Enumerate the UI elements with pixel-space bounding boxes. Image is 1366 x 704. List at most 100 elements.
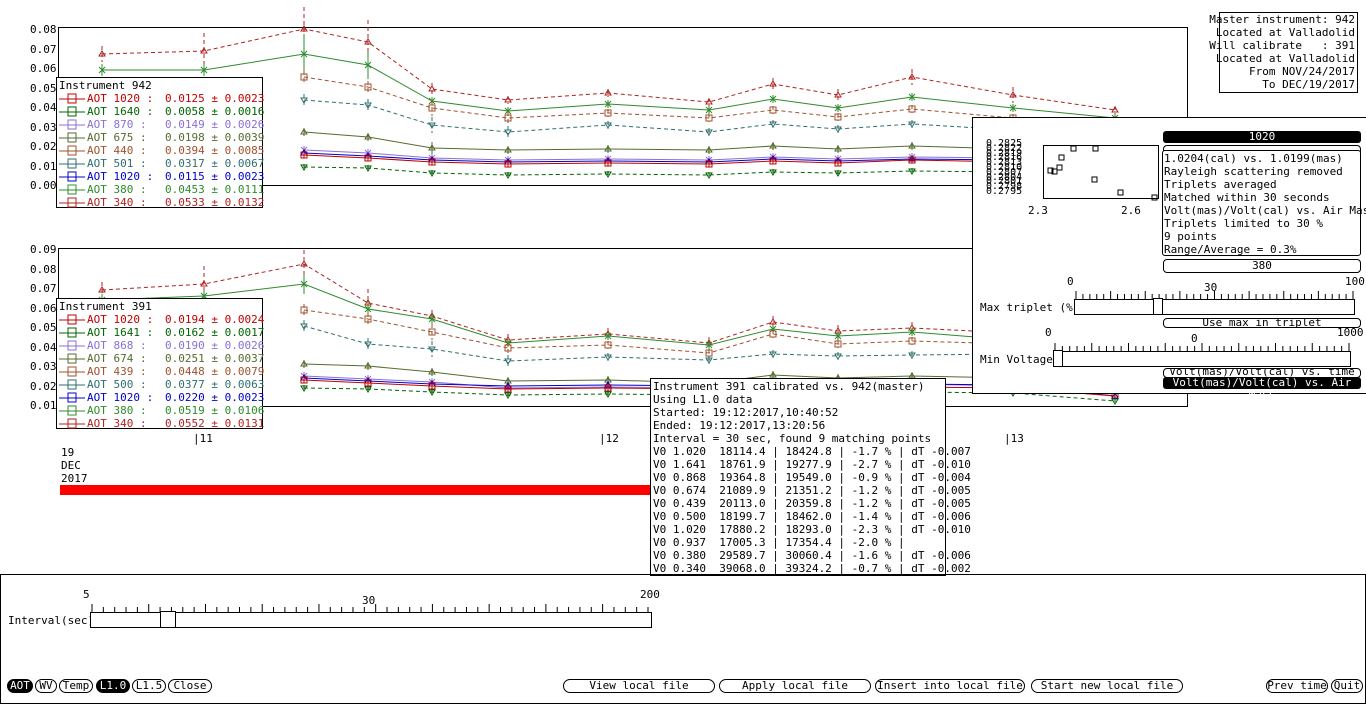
- legend-value: 0.0198 ± 0.0039: [165, 131, 265, 144]
- prev-time-button[interactable]: Prev time: [1266, 679, 1328, 693]
- scatter-points: [1047, 145, 1158, 201]
- wavelength-header[interactable]: 1020: [1163, 131, 1361, 143]
- data-point: [908, 142, 916, 149]
- master-info-line: Master instrument: 942: [1209, 13, 1355, 26]
- max-triplet-max: 100: [1345, 275, 1365, 288]
- data-point: [364, 61, 372, 69]
- scatter-point: [1117, 189, 1124, 196]
- interval-thumb[interactable]: [160, 611, 176, 628]
- summary-line: V0 0.937 17005.3 | 17354.4 | -2.0 % |: [653, 536, 905, 549]
- data-point: [364, 386, 372, 393]
- data-point: [834, 353, 842, 360]
- max-triplet-slider[interactable]: [1074, 299, 1355, 315]
- master-info-line: Will calibrate : 391: [1209, 39, 1355, 52]
- data-point: [98, 286, 106, 293]
- wavelength-380-button[interactable]: 380: [1163, 259, 1361, 273]
- scatter-point: [1056, 164, 1063, 171]
- max-triplet-thumb[interactable]: [1153, 298, 1163, 315]
- temp-button[interactable]: Temp: [59, 679, 93, 693]
- data-point: [908, 105, 916, 113]
- legend-label: AOT 1020 :: [87, 170, 154, 183]
- summary-line: Started: 19:12:2017,10:40:52: [653, 406, 839, 419]
- summary-line: V0 0.340 39068.0 | 39324.2 | -0.7 % | dT…: [653, 562, 971, 575]
- view-local-file-button[interactable]: View local file: [563, 679, 715, 693]
- data-point: [364, 165, 372, 172]
- data-point: [834, 145, 842, 152]
- l10-button[interactable]: L1.0: [96, 679, 130, 693]
- use-max-in-triplet[interactable]: Use max in triplet: [1163, 318, 1361, 328]
- y-tick-label: 0.08: [30, 262, 57, 276]
- data-point: [364, 102, 372, 109]
- max-triplet-min: 0: [1067, 275, 1074, 288]
- data-point: [705, 106, 713, 114]
- aot-button[interactable]: AOT: [7, 679, 33, 693]
- y-tick-label: 0.01: [30, 159, 57, 173]
- legend-label: AOT 440 :: [87, 144, 147, 157]
- apply-local-file-button[interactable]: Apply local file: [719, 679, 871, 693]
- y-tick-label: 0.05: [30, 81, 57, 95]
- interval-max: 200: [640, 588, 660, 601]
- legend-marker-icon: [59, 339, 85, 355]
- date-year: 2017: [61, 472, 88, 485]
- scatter-ytick: 0.2819: [986, 147, 1023, 159]
- wv-button[interactable]: WV: [35, 679, 57, 693]
- max-triplet-label: Max triplet (%): [980, 301, 1080, 314]
- legend-marker-icon: [59, 378, 85, 394]
- data-point: [504, 344, 512, 352]
- data-point: [300, 151, 308, 159]
- scatter-point: [1070, 145, 1077, 152]
- data-point: [769, 142, 777, 149]
- data-point: [834, 113, 842, 121]
- data-point: [428, 346, 436, 353]
- legend-label: AOT 380 :: [87, 404, 147, 417]
- data-point: [428, 368, 436, 375]
- calibration-info-line: Rayleigh scattering removed: [1164, 165, 1343, 178]
- y-tick-label: 0.01: [30, 399, 57, 412]
- data-point: [300, 50, 308, 58]
- data-point: [200, 47, 208, 54]
- scatter-plot: [1043, 145, 1159, 199]
- data-point: [834, 332, 842, 340]
- calibration-panel: 0.2825 0.2822 0.2819 0.2816 0.2813 0.2810 0.28…: [972, 117, 1366, 401]
- interval-slider[interactable]: [90, 612, 652, 628]
- y-tick-label: 0.00: [30, 179, 57, 192]
- data-point: [834, 126, 842, 133]
- data-point: [705, 114, 713, 122]
- time-range-bar[interactable]: [60, 485, 652, 495]
- data-point: [705, 129, 713, 136]
- data-point: [98, 50, 106, 57]
- min-voltage-thumb[interactable]: [1053, 350, 1063, 367]
- data-point: [908, 73, 916, 80]
- legend-391: Instrument 391 AOT 1020 : 0.0194 ± 0.0024…: [56, 298, 265, 430]
- data-point: [908, 156, 916, 164]
- y-tick-label: 0.07: [30, 282, 57, 295]
- data-point: [908, 168, 916, 175]
- data-point: [705, 341, 713, 349]
- legend-marker-icon: [59, 313, 85, 329]
- data-point: [908, 93, 916, 101]
- legend-value: 0.0377 ± 0.0063: [165, 378, 265, 391]
- data-point: [769, 169, 777, 176]
- scatter-point: [1047, 167, 1054, 174]
- legend-label: AOT 675 :: [87, 131, 147, 144]
- volt-vs-airmass-button[interactable]: Volt(mas)/Volt(cal) vs. Air Mass: [1163, 377, 1361, 401]
- data-point: [504, 114, 512, 122]
- series-line: [303, 131, 1014, 151]
- summary-line: Instrument 391 calibrated vs. 942(master…: [653, 380, 925, 393]
- quit-button[interactable]: Quit: [1331, 679, 1363, 693]
- max-triplet-mid: 30: [1204, 281, 1218, 294]
- data-point: [300, 128, 308, 135]
- y-tick-label: 0.03: [30, 360, 57, 373]
- l15-button[interactable]: L1.5: [132, 679, 166, 693]
- master-info-line: To DEC/19/2017: [1262, 78, 1355, 91]
- series-line: [303, 154, 1014, 165]
- data-point: [300, 97, 308, 104]
- insert-local-file-button[interactable]: Insert into local file: [875, 679, 1025, 693]
- legend-label: AOT 1020 :: [87, 92, 154, 105]
- y-tick-label: 0.06: [30, 62, 57, 75]
- data-point: [908, 337, 916, 345]
- legend-value: 0.0519 ± 0.0106: [165, 404, 265, 417]
- start-local-file-button[interactable]: Start new local file: [1031, 679, 1183, 693]
- close-button[interactable]: Close: [168, 679, 212, 693]
- series-line: [303, 76, 1014, 119]
